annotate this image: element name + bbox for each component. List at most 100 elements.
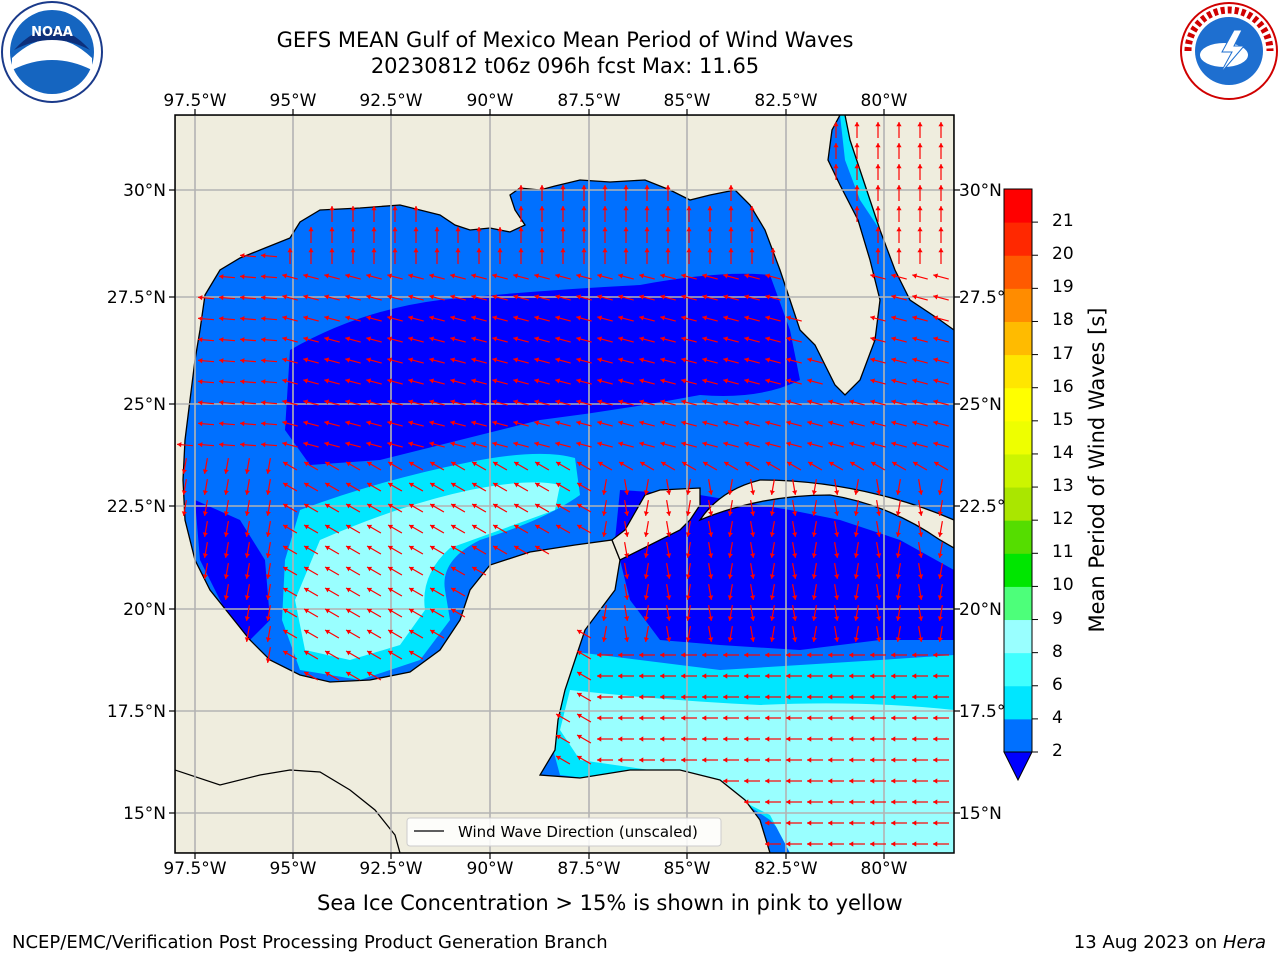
colorbar-tick-label: 14 bbox=[1052, 442, 1074, 463]
wind-arrow-head bbox=[282, 336, 288, 342]
wind-arrow-head bbox=[786, 757, 791, 763]
wind-arrow-head bbox=[723, 715, 728, 721]
wind-arrow-head bbox=[891, 420, 897, 426]
wind-arrow-head bbox=[451, 482, 457, 488]
wind-arrow-head bbox=[933, 757, 938, 763]
wind-arrow-head bbox=[534, 420, 540, 426]
wind-arrow-head bbox=[560, 248, 566, 253]
wind-arrow-head bbox=[346, 524, 352, 530]
wind-arrow-head bbox=[639, 673, 644, 679]
wind-arrow-head bbox=[744, 315, 750, 321]
wind-arrow-head bbox=[918, 490, 924, 495]
wind-arrow-head bbox=[345, 399, 351, 405]
wind-arrow-head bbox=[244, 637, 250, 642]
colorbar-segment bbox=[1004, 586, 1032, 621]
wind-arrow-head bbox=[853, 616, 859, 621]
wind-arrow-head bbox=[639, 378, 645, 384]
sea-ice-note: Sea Ice Concentration > 15% is shown in … bbox=[317, 891, 903, 915]
wind-arrow-head bbox=[912, 441, 918, 447]
wind-arrow-head bbox=[728, 227, 734, 232]
wind-arrow-head bbox=[828, 757, 833, 763]
light-cyan-zone-central bbox=[295, 482, 560, 660]
wind-arrow-head bbox=[451, 608, 457, 614]
wind-arrow-head bbox=[219, 400, 224, 406]
wind-arrow-head bbox=[744, 336, 750, 342]
wind-arrow-head bbox=[303, 273, 309, 279]
wind-arrow-head bbox=[409, 545, 415, 551]
wind-arrow-head bbox=[618, 736, 623, 742]
wind-arrow-head bbox=[471, 441, 477, 447]
wind-arrow-head bbox=[938, 122, 944, 127]
wind-arrow-head bbox=[514, 482, 520, 488]
wind-arrow-head bbox=[834, 532, 840, 537]
wind-arrow-head bbox=[450, 378, 456, 384]
wind-arrow-head bbox=[261, 253, 266, 259]
wind-arrow-head bbox=[577, 713, 583, 719]
wind-arrow-head bbox=[366, 420, 372, 426]
lat-label-right: 17.5°N bbox=[959, 702, 1018, 722]
wind-arrow-head bbox=[430, 608, 436, 614]
wind-arrow-head bbox=[555, 273, 561, 279]
wind-arrow-head bbox=[219, 421, 224, 427]
wind-arrow-head bbox=[912, 315, 918, 321]
wind-arrow-head bbox=[807, 841, 812, 847]
wind-arrow-head bbox=[219, 358, 224, 364]
wind-arrow-head bbox=[597, 336, 603, 342]
wind-arrow-head bbox=[202, 532, 208, 537]
wind-arrow-head bbox=[244, 574, 250, 579]
wind-arrow-head bbox=[891, 715, 896, 721]
wind-arrow-head bbox=[577, 650, 583, 656]
wind-arrow-head bbox=[198, 421, 203, 427]
wind-arrow-head bbox=[702, 652, 707, 658]
wind-arrow-head bbox=[681, 715, 686, 721]
wind-arrow-head bbox=[853, 490, 859, 495]
wind-arrow-head bbox=[686, 227, 692, 232]
wind-arrow-head bbox=[808, 461, 814, 467]
wind-arrow-head bbox=[350, 206, 356, 211]
wind-arrow-head bbox=[792, 574, 798, 579]
wind-arrow-head bbox=[177, 442, 182, 448]
wind-arrow-head bbox=[853, 511, 859, 516]
wind-arrow-head bbox=[408, 357, 414, 363]
wind-arrow-head bbox=[283, 650, 289, 656]
wind-arrow-head bbox=[282, 315, 288, 321]
wind-arrow-head bbox=[555, 378, 561, 384]
wind-arrow-head bbox=[639, 715, 644, 721]
colorbar-tick-label: 17 bbox=[1052, 343, 1074, 364]
wind-arrow-head bbox=[513, 399, 519, 405]
wind-arrow-head bbox=[387, 294, 393, 300]
wind-arrow-head bbox=[891, 694, 896, 700]
wind-arrow-head bbox=[601, 511, 607, 516]
wind-arrow-head bbox=[597, 694, 602, 700]
wind-arrow-head bbox=[870, 757, 875, 763]
wind-arrow-head bbox=[723, 694, 728, 700]
wind-arrow-head bbox=[786, 652, 791, 658]
wind-arrow-head bbox=[896, 122, 902, 127]
wind-arrow-head bbox=[471, 399, 477, 405]
wind-arrow-head bbox=[933, 399, 939, 405]
wind-arrow-head bbox=[304, 587, 310, 593]
wind-arrow-head bbox=[261, 358, 266, 364]
wind-arrow-head bbox=[513, 273, 519, 279]
wind-arrow-head bbox=[181, 511, 187, 516]
wind-arrow-head bbox=[304, 503, 310, 509]
wind-arrow-head bbox=[492, 273, 498, 279]
wind-arrow-head bbox=[450, 420, 456, 426]
wind-arrow-head bbox=[660, 273, 666, 279]
wind-arrow-head bbox=[581, 206, 587, 211]
wind-arrow-head bbox=[708, 532, 714, 537]
wind-arrow-head bbox=[792, 511, 798, 516]
wind-arrow-head bbox=[555, 357, 561, 363]
wind-arrow-head bbox=[535, 461, 541, 467]
lon-label-bottom: 90°W bbox=[467, 859, 514, 879]
wind-arrow-head bbox=[450, 357, 456, 363]
wind-arrow-head bbox=[912, 757, 917, 763]
wind-arrow-head bbox=[618, 757, 623, 763]
wind-arrow-head bbox=[853, 532, 859, 537]
wind-arrow-head bbox=[282, 294, 288, 300]
wind-arrow-head bbox=[643, 532, 649, 537]
wind-arrow-head bbox=[560, 185, 566, 190]
colorbar-tick-label: 13 bbox=[1052, 476, 1074, 497]
lon-label-bottom: 97.5°W bbox=[163, 859, 226, 879]
short-period-zone-north bbox=[285, 273, 800, 465]
